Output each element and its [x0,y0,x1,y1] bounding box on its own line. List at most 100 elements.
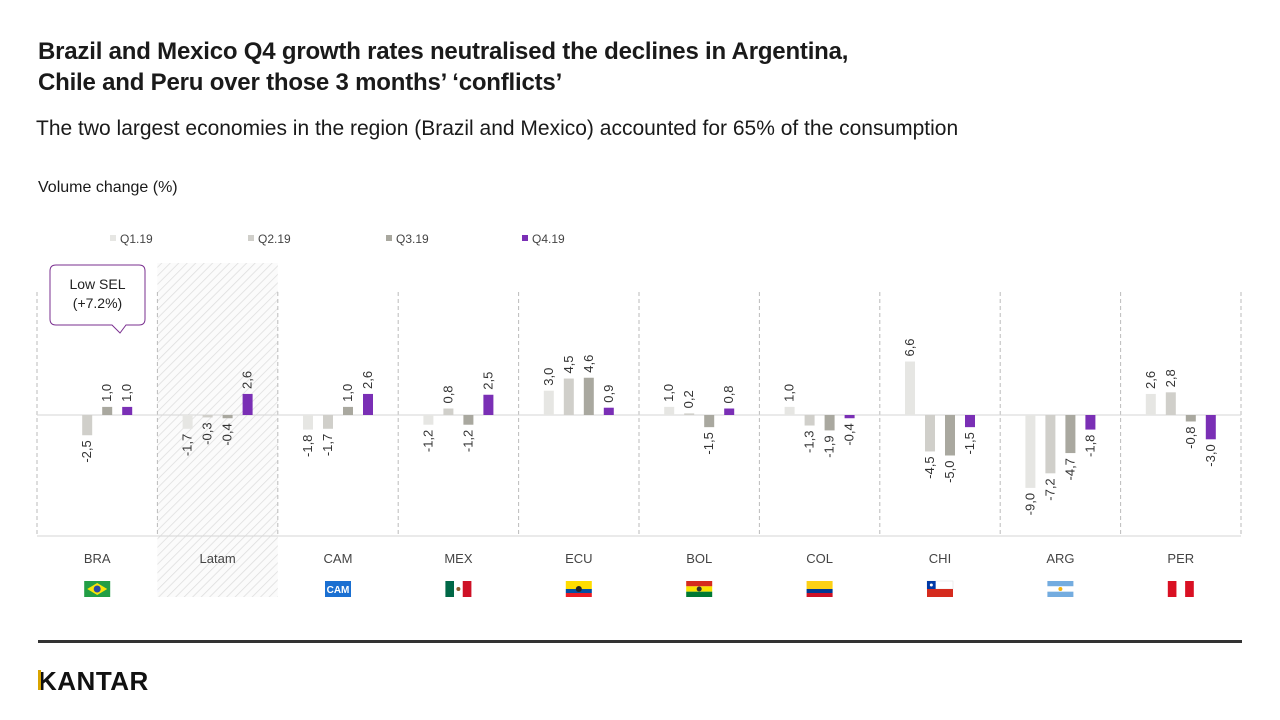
legend-label-q3.19: Q3.19 [396,232,429,246]
bar-col-q3.19 [824,415,835,431]
data-label: 0,8 [721,385,736,403]
data-label: 1,0 [119,384,134,402]
data-label: 0,2 [681,390,696,408]
bar-per-q2.19 [1165,392,1176,415]
data-label: -1,7 [320,434,335,456]
bar-mex-q3.19 [463,415,474,425]
title-line-2: Chile and Peru over those 3 months’ ‘con… [38,69,563,96]
data-label: 3,0 [541,368,556,386]
data-label: -1,5 [701,432,716,454]
annotation-callout [49,264,146,334]
data-label: -1,2 [460,430,475,452]
data-label: -1,5 [962,432,977,454]
bar-bol-q2.19 [684,413,695,415]
category-label-latam: Latam [200,551,236,566]
bar-arg-q3.19 [1065,415,1076,454]
category-label-col: COL [806,551,833,566]
bar-cam-q4.19 [363,393,373,415]
footer-divider [38,640,1242,643]
bar-col-q4.19 [844,415,855,419]
bar-chi-q1.19 [905,361,915,415]
category-label-bol: BOL [686,551,712,566]
data-label: -1,7 [180,434,195,456]
bar-bra-q4.19 [122,406,133,415]
annotation-text: Low SEL [69,276,125,292]
data-label: -2,5 [79,440,94,462]
bar-cam-q1.19 [303,415,313,430]
kantar-logo: KANTAR [38,666,149,696]
bar-bol-q4.19 [724,408,735,415]
bar-mex-q1.19 [423,415,434,425]
data-label: 1,0 [340,384,355,402]
bar-latam-q4.19 [242,393,253,415]
bar-latam-q3.19 [222,415,233,419]
legend-swatch-q4.19 [522,235,528,241]
bar-bra-q3.19 [102,406,113,415]
cam-flag-icon: CAM [325,581,351,597]
bar-mex-q4.19 [483,394,494,415]
title-line-1: Brazil and Mexico Q4 growth rates neutra… [38,38,849,65]
bar-col-q2.19 [804,415,815,426]
data-label: 4,6 [581,355,596,373]
data-label: 6,6 [902,338,917,356]
bar-bol-q3.19 [704,415,715,428]
data-label: -4,7 [1062,458,1077,480]
colombia-flag-icon [806,581,833,597]
argentina-flag-icon [1047,581,1074,597]
data-label: 0,8 [440,385,455,403]
bar-ecu-q4.19 [603,407,614,415]
bar-ecu-q1.19 [543,390,554,415]
data-label: 1,0 [782,384,797,402]
category-label-cam: CAM [324,551,353,566]
subtitle: The two largest economies in the region … [36,117,959,140]
data-label: -1,2 [420,430,435,452]
bar-ecu-q3.19 [583,377,594,415]
bar-arg-q2.19 [1045,415,1056,474]
data-label: -0,4 [842,423,857,445]
bar-chi-q4.19 [965,415,975,428]
category-label-per: PER [1167,551,1194,566]
data-label: 2,6 [360,371,375,389]
legend-swatch-q1.19 [110,235,116,241]
category-label-bra: BRA [84,551,111,566]
data-label: -1,3 [802,431,817,453]
bar-bra-q2.19 [82,415,93,436]
data-label: -1,8 [300,435,315,457]
bar-chi-q2.19 [925,415,935,452]
data-label: -0,3 [200,422,215,444]
bar-latam-q1.19 [182,415,193,429]
data-label: 2,5 [480,372,495,390]
bar-per-q1.19 [1145,393,1156,415]
data-label: 1,0 [661,384,676,402]
data-label: -7,2 [1042,478,1057,500]
bar-ecu-q2.19 [563,378,574,415]
data-label: 2,6 [1143,371,1158,389]
bar-arg-q4.19 [1085,415,1096,430]
data-label: -3,0 [1203,444,1218,466]
bar-col-q1.19 [784,406,795,415]
page-title: Brazil and Mexico Q4 growth rates neutra… [38,36,848,98]
bar-latam-q2.19 [202,415,213,418]
data-label: -9,0 [1022,493,1037,515]
legend-swatch-q3.19 [386,235,392,241]
bolivia-flag-icon [686,581,713,597]
data-label: -0,4 [220,423,235,445]
chile-flag-icon [926,580,954,597]
bar-mex-q2.19 [443,408,454,415]
bar-arg-q1.19 [1025,415,1036,488]
data-label: 1,0 [99,384,114,402]
bar-chart: Q1.19 Q2.19 Q3.19 Q4.19 -2,5 1,0 1,0 BRA -1,7 -0,… [36,232,1242,597]
data-label: 0,9 [601,385,616,403]
data-label: 2,8 [1163,369,1178,387]
legend-label-q1.19: Q1.19 [120,232,153,246]
legend-label-q2.19: Q2.19 [258,232,291,246]
data-label: -0,8 [1183,426,1198,448]
y-axis-label: Volume change (%) [38,179,178,196]
bar-chi-q3.19 [945,415,955,456]
peru-flag-icon [1167,581,1194,597]
svg-text:CAM: CAM [327,585,350,596]
bar-per-q4.19 [1205,415,1216,440]
bar-bol-q1.19 [664,406,675,415]
mexico-flag-icon [445,581,472,597]
bar-cam-q3.19 [343,406,353,415]
